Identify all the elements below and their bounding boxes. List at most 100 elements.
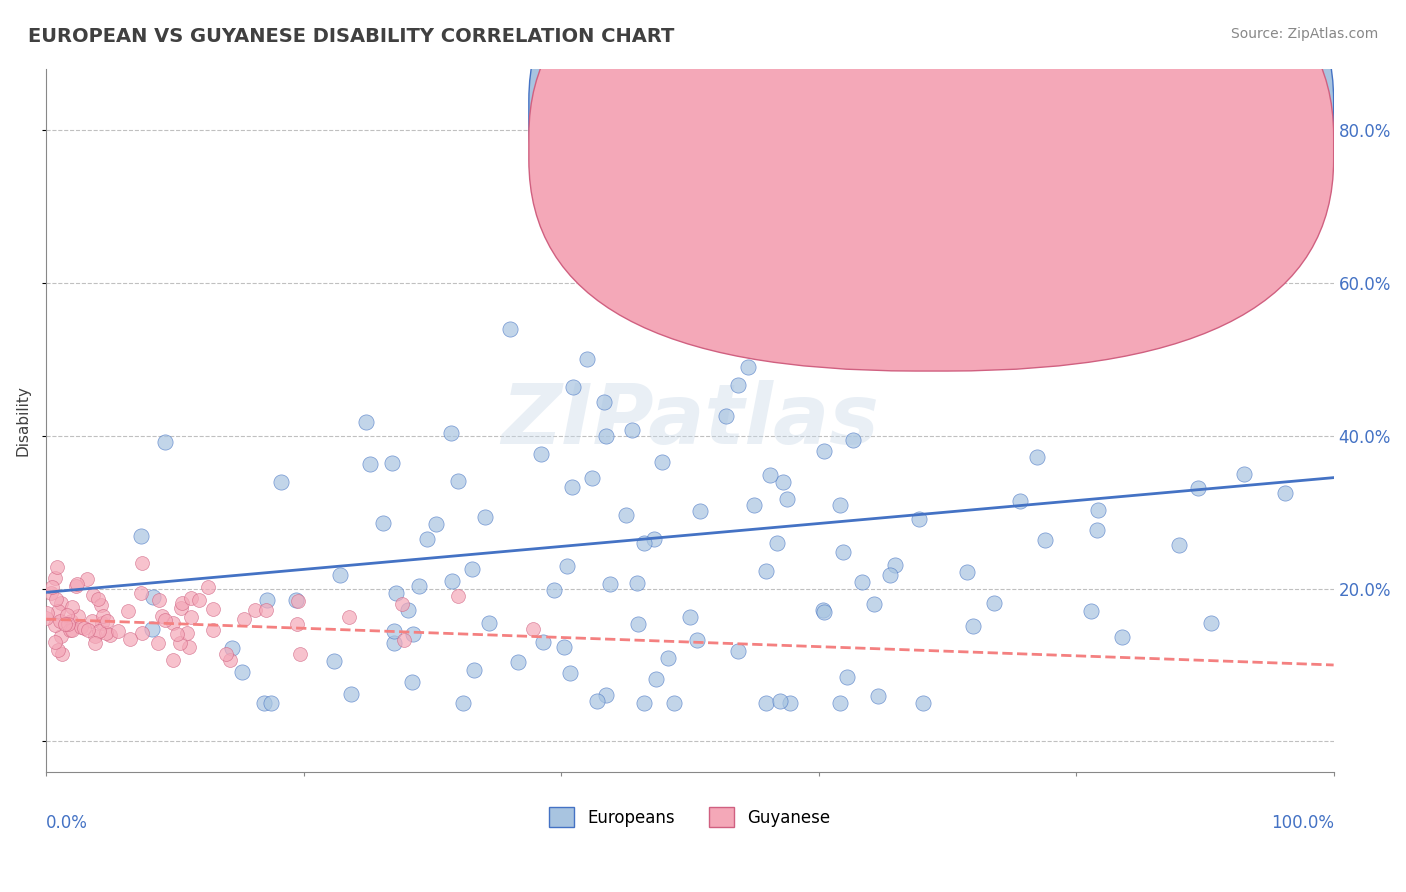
- Point: [285, 593, 308, 607]
- Point: [645, 672, 668, 686]
- Point: [83, 629, 105, 643]
- Point: [599, 576, 621, 591]
- Point: [118, 632, 141, 646]
- Point: [148, 592, 170, 607]
- Point: [44, 618, 66, 632]
- Point: [391, 597, 413, 611]
- Point: [498, 321, 520, 335]
- Point: [60, 599, 83, 614]
- Point: [531, 635, 554, 649]
- Point: [416, 532, 439, 546]
- Point: [758, 468, 780, 483]
- Point: [883, 558, 905, 572]
- Point: [35, 611, 58, 625]
- Point: [842, 433, 865, 447]
- Point: [180, 591, 202, 606]
- Point: [737, 359, 759, 374]
- Point: [643, 532, 665, 546]
- Point: [201, 601, 224, 615]
- Point: [45, 591, 67, 606]
- Point: [197, 580, 219, 594]
- Point: [626, 576, 648, 591]
- Point: [755, 564, 778, 578]
- Point: [131, 626, 153, 640]
- Point: [755, 696, 778, 710]
- Point: [356, 415, 378, 429]
- Point: [474, 509, 496, 524]
- Point: [425, 516, 447, 531]
- Point: [776, 491, 799, 506]
- Point: [117, 603, 139, 617]
- Point: [170, 601, 193, 615]
- Point: [553, 640, 575, 654]
- Point: [451, 696, 474, 710]
- Point: [215, 647, 238, 661]
- Point: [651, 455, 673, 469]
- Point: [742, 245, 765, 260]
- Point: [35, 606, 58, 620]
- Point: [1033, 533, 1056, 547]
- Point: [633, 535, 655, 549]
- Point: [478, 615, 501, 630]
- Point: [396, 603, 419, 617]
- Point: [811, 603, 834, 617]
- Point: [586, 694, 609, 708]
- Point: [82, 589, 104, 603]
- Point: [96, 615, 118, 629]
- Point: [150, 608, 173, 623]
- Point: [382, 636, 405, 650]
- Point: [974, 352, 997, 367]
- Point: [779, 696, 801, 710]
- Text: Source: ZipAtlas.com: Source: ZipAtlas.com: [1230, 27, 1378, 41]
- Point: [49, 614, 72, 628]
- Point: [908, 512, 931, 526]
- Point: [219, 652, 242, 666]
- Point: [39, 586, 62, 600]
- Point: [381, 456, 404, 470]
- Point: [769, 694, 792, 708]
- Point: [385, 586, 408, 600]
- Point: [772, 475, 794, 489]
- Point: [620, 423, 643, 437]
- Point: [56, 607, 79, 622]
- Point: [447, 589, 470, 603]
- Point: [592, 394, 614, 409]
- Point: [394, 632, 416, 647]
- Point: [463, 663, 485, 677]
- Point: [83, 636, 105, 650]
- Point: [1168, 538, 1191, 552]
- Point: [221, 640, 243, 655]
- Point: [461, 562, 484, 576]
- Point: [704, 306, 727, 320]
- Point: [1274, 485, 1296, 500]
- Point: [169, 636, 191, 650]
- Point: [48, 643, 70, 657]
- Point: [107, 624, 129, 638]
- Point: [1111, 630, 1133, 644]
- Point: [153, 435, 176, 450]
- Text: ZIPatlas: ZIPatlas: [501, 380, 879, 461]
- Point: [1156, 328, 1178, 343]
- Point: [1199, 616, 1222, 631]
- Point: [91, 615, 114, 630]
- Point: [180, 610, 202, 624]
- Point: [595, 688, 617, 702]
- Point: [866, 689, 889, 703]
- Legend: Europeans, Guyanese: Europeans, Guyanese: [543, 800, 837, 834]
- Point: [662, 696, 685, 710]
- Point: [1080, 604, 1102, 618]
- Point: [657, 651, 679, 665]
- Point: [813, 443, 835, 458]
- Point: [96, 626, 118, 640]
- Point: [98, 628, 121, 642]
- Point: [131, 528, 153, 542]
- Point: [1085, 523, 1108, 537]
- Point: [560, 666, 582, 681]
- Point: [179, 640, 201, 655]
- FancyBboxPatch shape: [529, 0, 1334, 371]
- Point: [162, 653, 184, 667]
- Point: [270, 475, 292, 489]
- Point: [339, 609, 361, 624]
- Point: [76, 573, 98, 587]
- Point: [172, 596, 194, 610]
